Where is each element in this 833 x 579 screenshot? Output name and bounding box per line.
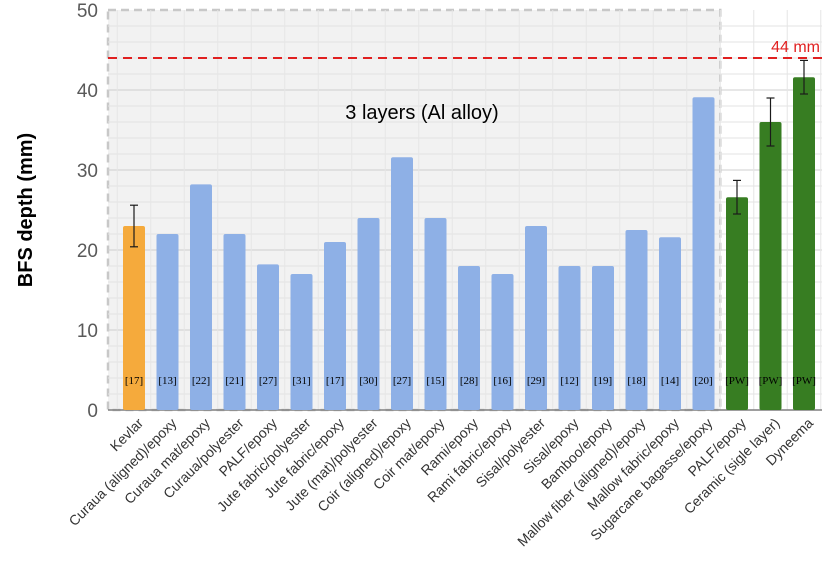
bar bbox=[625, 230, 648, 410]
bar bbox=[458, 266, 480, 410]
y-tick-label: 50 bbox=[77, 1, 98, 22]
y-tick-label: 0 bbox=[87, 401, 98, 422]
bar bbox=[692, 97, 715, 410]
reference-label: [12] bbox=[560, 375, 578, 387]
bar bbox=[223, 234, 246, 410]
reference-label: [30] bbox=[359, 375, 377, 387]
bar bbox=[659, 237, 681, 410]
y-tick-labels: 0 10 20 30 40 50 bbox=[77, 1, 98, 422]
bar bbox=[491, 274, 514, 410]
error-bar bbox=[130, 204, 138, 248]
reference-label: [31] bbox=[292, 375, 310, 387]
bar bbox=[123, 226, 145, 410]
bar bbox=[190, 184, 212, 410]
bar bbox=[257, 264, 279, 410]
error-bar bbox=[766, 97, 775, 147]
bar bbox=[558, 266, 581, 410]
bar bbox=[357, 218, 380, 410]
bar bbox=[592, 266, 614, 410]
reference-label: [PW] bbox=[792, 375, 816, 387]
reference-label: [21] bbox=[225, 375, 243, 387]
reference-label: [16] bbox=[493, 375, 511, 387]
bar bbox=[156, 234, 179, 410]
bars bbox=[123, 59, 815, 410]
bar bbox=[525, 226, 547, 410]
reference-label: [28] bbox=[460, 375, 478, 387]
y-tick-label: 20 bbox=[77, 241, 98, 262]
y-tick-label: 40 bbox=[77, 81, 98, 102]
y-axis-label: BFS depth (mm) bbox=[15, 133, 37, 287]
reference-label: [17] bbox=[326, 375, 344, 387]
reference-label: [17] bbox=[125, 375, 143, 387]
bar bbox=[290, 274, 313, 410]
y-tick-label: 10 bbox=[77, 321, 98, 342]
error-bar bbox=[733, 179, 741, 215]
reference-label: [29] bbox=[527, 375, 545, 387]
bar bbox=[391, 157, 413, 410]
error-bar bbox=[800, 59, 808, 95]
bar bbox=[424, 218, 447, 410]
bar bbox=[793, 77, 815, 410]
reference-labels: [17] [13] [22] [21] [27] [31] [17] [30] [27] [15]… bbox=[125, 375, 816, 387]
reference-label: [13] bbox=[158, 375, 176, 387]
reference-label: [27] bbox=[393, 375, 411, 387]
reference-label: [14] bbox=[661, 375, 679, 387]
reference-label: [18] bbox=[627, 375, 645, 387]
bar bbox=[759, 122, 782, 410]
bar bbox=[726, 197, 748, 410]
reference-label: [PW] bbox=[759, 375, 783, 387]
bar bbox=[324, 242, 346, 410]
reference-line-label: 44 mm bbox=[771, 39, 820, 56]
reference-label: [22] bbox=[192, 375, 210, 387]
reference-label: [15] bbox=[426, 375, 444, 387]
annotation-3-layers: 3 layers (Al alloy) bbox=[345, 102, 498, 124]
y-tick-label: 30 bbox=[77, 161, 98, 182]
reference-label: [PW] bbox=[725, 375, 749, 387]
reference-label: [27] bbox=[259, 375, 277, 387]
reference-label: [20] bbox=[694, 375, 712, 387]
reference-label: [19] bbox=[594, 375, 612, 387]
